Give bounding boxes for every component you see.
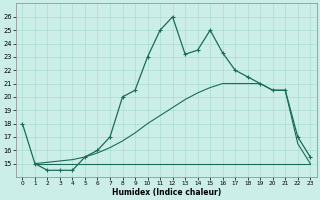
X-axis label: Humidex (Indice chaleur): Humidex (Indice chaleur): [112, 188, 221, 197]
